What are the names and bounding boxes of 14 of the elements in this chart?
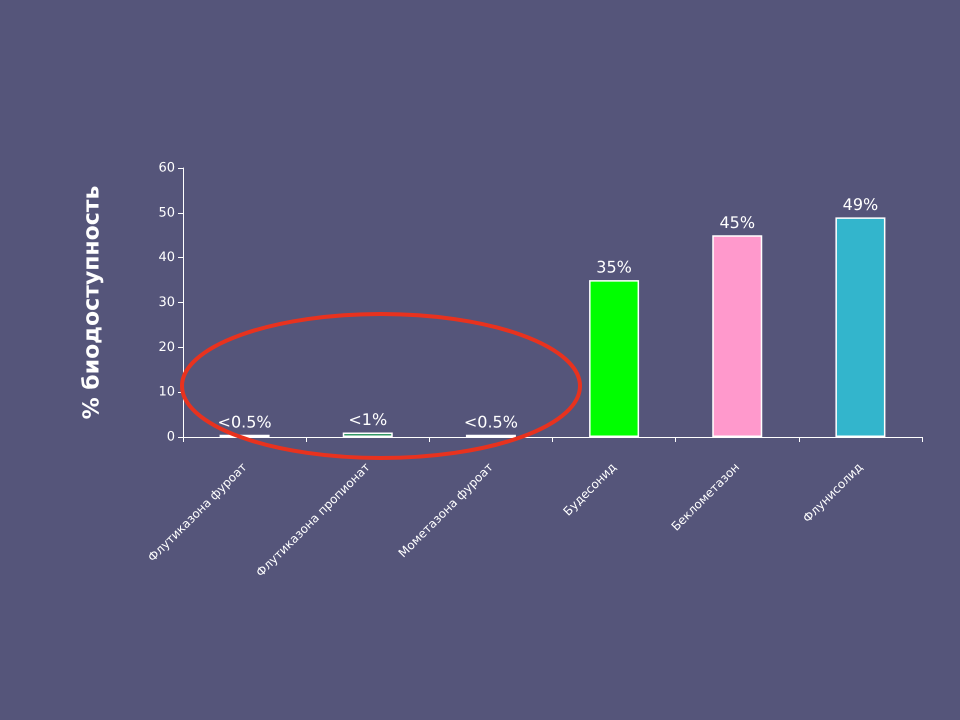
data-label: 35% [596,258,632,277]
y-tick-label: 50 [158,205,175,220]
y-axis-title: % биодоступность [80,186,104,420]
y-tick-label: 40 [158,250,175,266]
data-label: 45% [719,212,756,232]
data-label: 49% [842,194,878,214]
y-tick-label: 0 [166,430,175,444]
y-tick-label: 30 [158,295,175,310]
data-label: <1% [348,410,388,430]
y-tick-label: 20 [158,340,175,355]
data-label: <0.5% [464,412,518,432]
y-tick-label: 10 [158,384,175,400]
y-tick-label: 60 [158,160,175,176]
data-label: <0.5% [218,412,272,432]
